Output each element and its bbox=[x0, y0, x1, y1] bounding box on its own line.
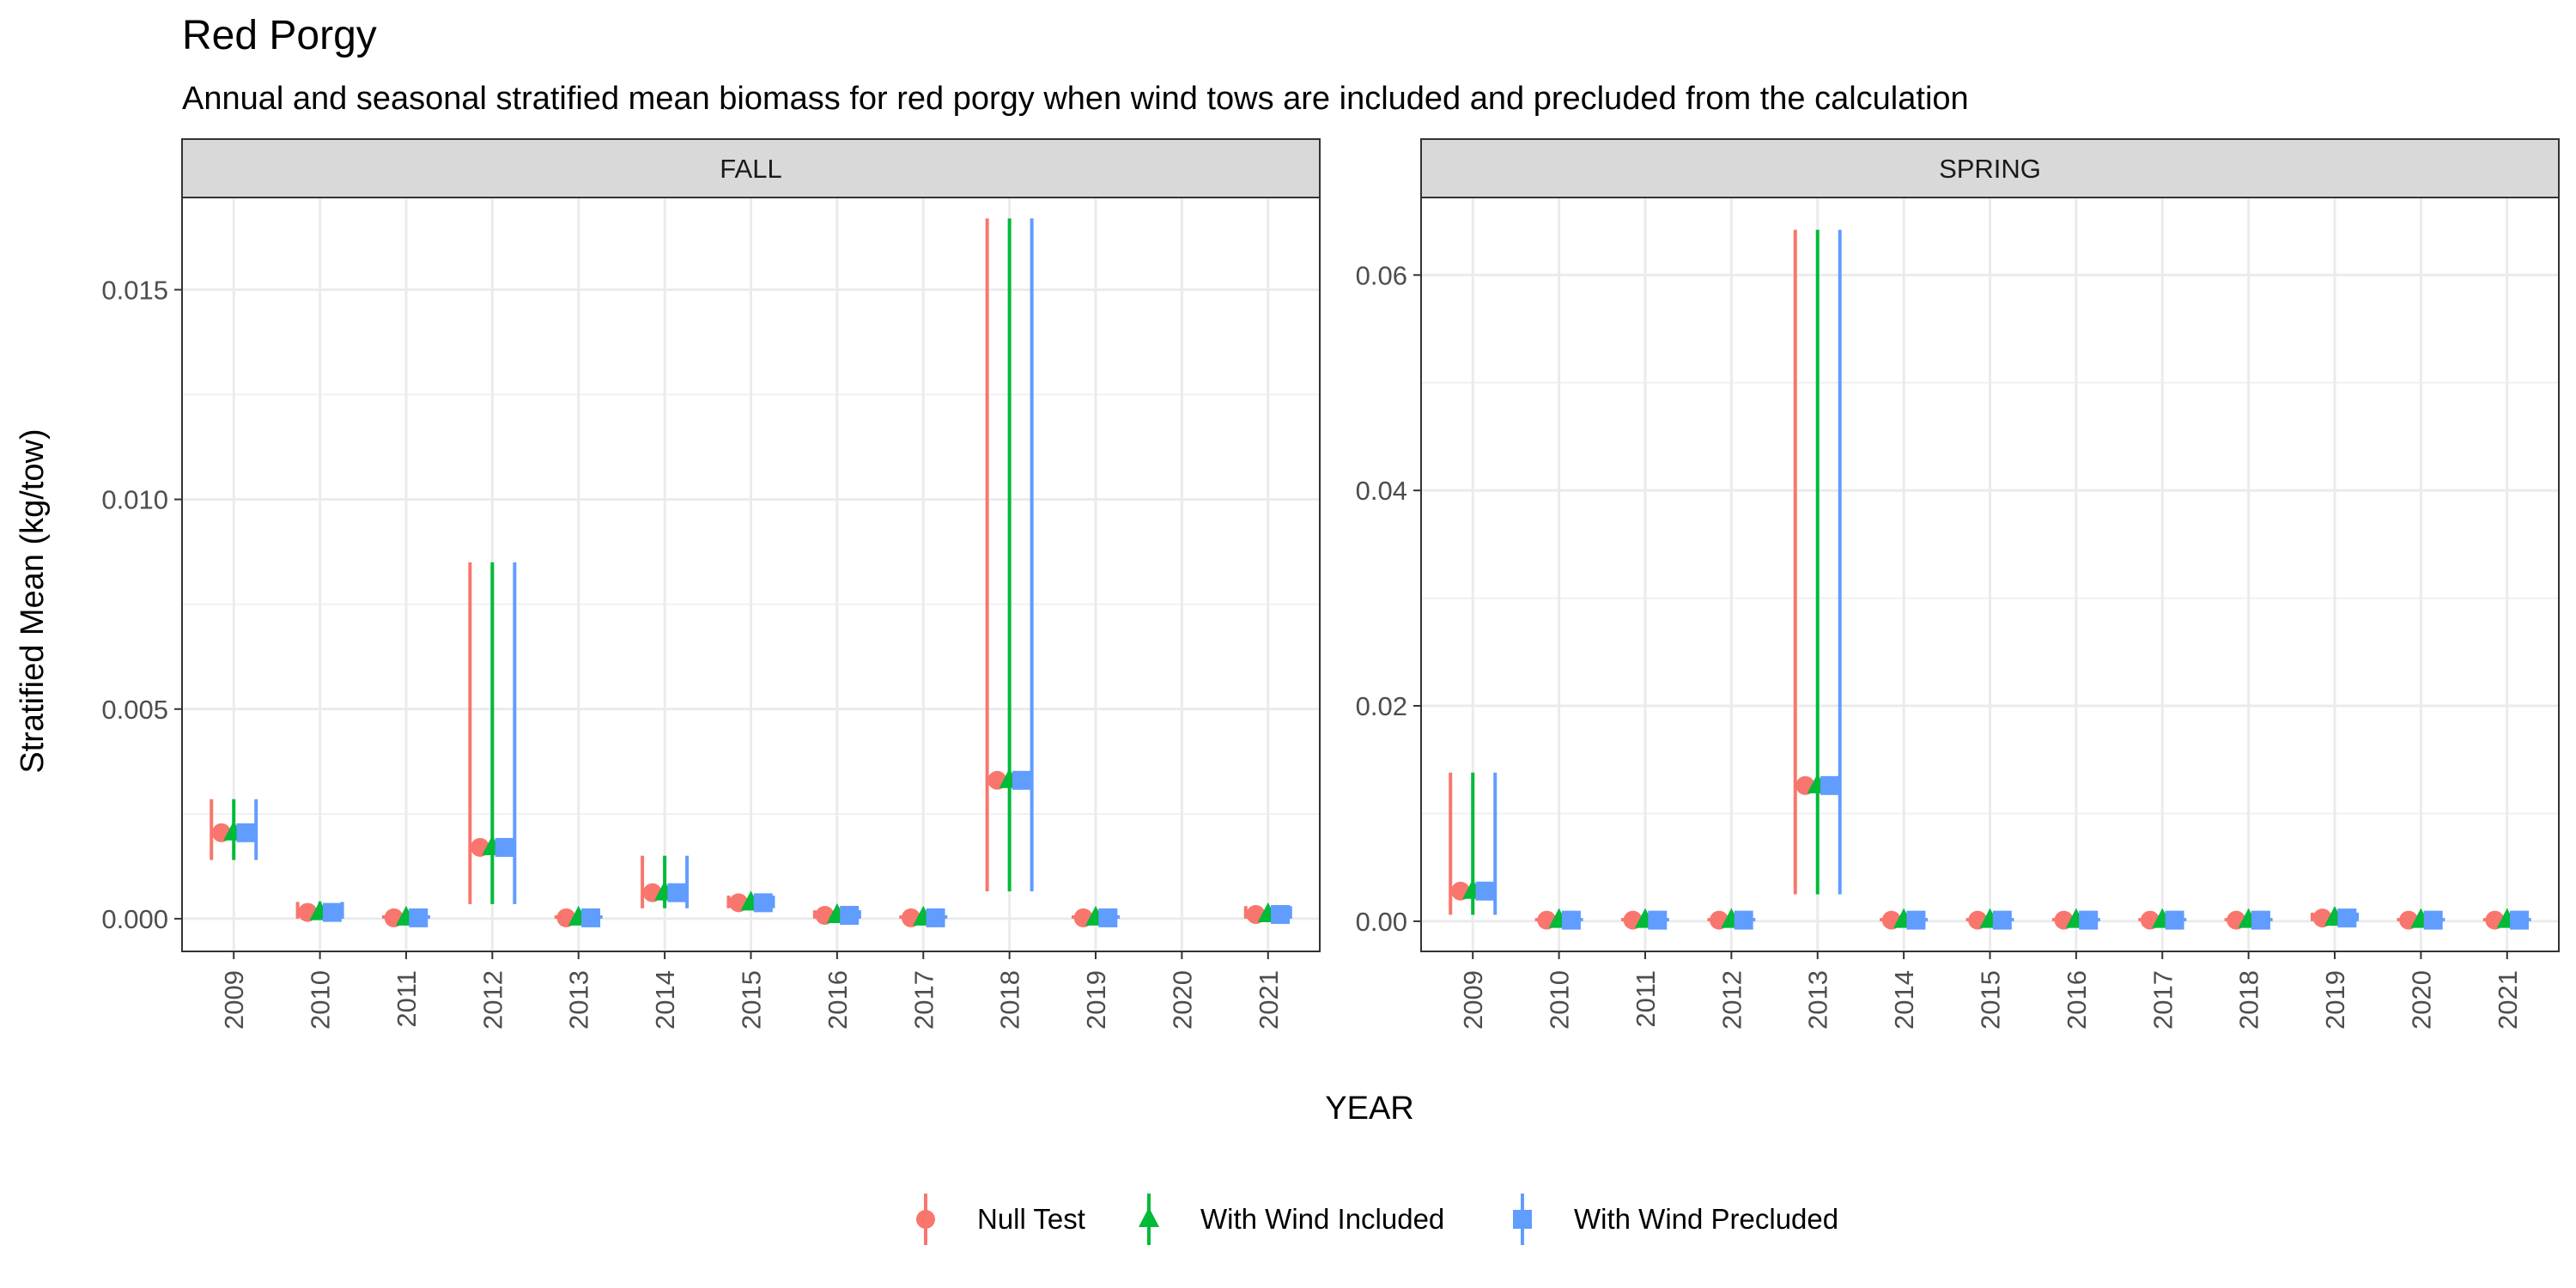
data-point bbox=[926, 908, 945, 927]
legend-key-marker bbox=[1139, 1207, 1159, 1227]
x-tick-label: 2017 bbox=[2148, 970, 2178, 1030]
legend-key-marker bbox=[916, 1210, 935, 1229]
x-tick-label: 2019 bbox=[1081, 970, 1111, 1030]
data-point bbox=[1734, 910, 1753, 930]
y-tick-label: 0.04 bbox=[1356, 476, 1407, 506]
data-point bbox=[1648, 910, 1668, 930]
y-tick-label: 0.015 bbox=[101, 275, 168, 305]
y-tick-label: 0.010 bbox=[101, 485, 168, 515]
x-tick-label: 2009 bbox=[219, 970, 249, 1030]
data-point bbox=[1475, 881, 1495, 901]
y-axis-label: Stratified Mean (kg/tow) bbox=[15, 428, 51, 773]
x-tick-label: 2021 bbox=[2493, 970, 2523, 1030]
x-tick-label: 2011 bbox=[1631, 970, 1661, 1028]
x-tick-label: 2010 bbox=[1545, 970, 1575, 1030]
data-point bbox=[495, 837, 514, 857]
data-point bbox=[667, 883, 687, 902]
data-point bbox=[1561, 910, 1581, 930]
x-tick-label: 2021 bbox=[1254, 970, 1284, 1030]
legend-label: With Wind Included bbox=[1200, 1203, 1444, 1235]
panels-layer: 0.000 0.005 0.010 0.015 2009 2010 2011 2012 2013… bbox=[101, 138, 2560, 1030]
data-point bbox=[322, 902, 342, 922]
x-tick-label: 2013 bbox=[564, 970, 594, 1030]
x-tick-label: 2011 bbox=[392, 970, 422, 1028]
x-tick-label: 2016 bbox=[2062, 970, 2092, 1030]
y-tick-label: 0.02 bbox=[1356, 691, 1407, 721]
panel-spring: 0.00 0.02 0.04 0.06 2009 2010 2011 2012 2013 2014… bbox=[1356, 138, 2560, 1030]
x-tick-label: 2016 bbox=[823, 970, 853, 1030]
data-point bbox=[236, 823, 256, 842]
x-tick-label: 2009 bbox=[1458, 970, 1488, 1030]
strip-background bbox=[181, 138, 1321, 198]
x-tick-label: 2014 bbox=[650, 970, 680, 1030]
chart-title: Red Porgy bbox=[182, 13, 377, 58]
y-tick-label: 0.000 bbox=[101, 904, 168, 934]
data-point bbox=[409, 908, 428, 927]
strip-label: FALL bbox=[720, 154, 781, 184]
x-tick-label: 2012 bbox=[477, 970, 507, 1030]
strip-background bbox=[1420, 138, 2560, 198]
chart-subtitle: Annual and seasonal stratified mean biom… bbox=[182, 81, 1969, 117]
data-point bbox=[753, 893, 773, 913]
data-point bbox=[2165, 910, 2184, 930]
data-point bbox=[1271, 905, 1291, 925]
data-point bbox=[840, 906, 860, 926]
x-tick-label: 2015 bbox=[737, 970, 767, 1030]
data-point bbox=[1906, 910, 1926, 930]
x-tick-label: 2019 bbox=[2320, 970, 2350, 1030]
legend-item: Null Test bbox=[916, 1194, 1085, 1245]
data-point bbox=[2423, 910, 2443, 930]
data-point bbox=[1820, 775, 1840, 795]
legend-item: With Wind Included bbox=[1139, 1194, 1444, 1245]
data-point bbox=[1012, 770, 1031, 790]
y-tick-label: 0.005 bbox=[101, 695, 168, 725]
y-tick-label: 0.00 bbox=[1356, 907, 1407, 937]
x-tick-label: 2020 bbox=[2406, 970, 2436, 1030]
strip-label: SPRING bbox=[1939, 154, 2041, 184]
data-point bbox=[1098, 908, 1118, 927]
legend: Null Test With Wind Included With Wind Pre… bbox=[916, 1194, 1838, 1245]
x-tick-label: 2013 bbox=[1803, 970, 1833, 1030]
legend-item: With Wind Precluded bbox=[1513, 1194, 1838, 1245]
data-point bbox=[1992, 910, 2012, 930]
x-tick-label: 2015 bbox=[1976, 970, 2006, 1030]
x-axis-label: YEAR bbox=[1325, 1091, 1413, 1127]
x-tick-label: 2017 bbox=[908, 970, 939, 1030]
panel-fall: 0.000 0.005 0.010 0.015 2009 2010 2011 2012 2013… bbox=[101, 138, 1321, 1030]
x-tick-label: 2010 bbox=[306, 970, 336, 1030]
x-tick-label: 2014 bbox=[1889, 970, 1919, 1030]
x-tick-label: 2020 bbox=[1167, 970, 1197, 1030]
x-tick-label: 2012 bbox=[1716, 970, 1747, 1030]
data-point bbox=[2251, 910, 2270, 930]
legend-label: With Wind Precluded bbox=[1574, 1203, 1838, 1235]
x-tick-label: 2018 bbox=[995, 970, 1025, 1030]
legend-label: Null Test bbox=[977, 1203, 1085, 1235]
x-tick-label: 2018 bbox=[2234, 970, 2264, 1030]
legend-key-marker bbox=[1513, 1210, 1532, 1229]
y-tick-label: 0.06 bbox=[1356, 260, 1407, 290]
data-point bbox=[2510, 910, 2530, 930]
data-point bbox=[2079, 910, 2099, 930]
data-point bbox=[2337, 908, 2357, 928]
data-point bbox=[581, 908, 601, 927]
